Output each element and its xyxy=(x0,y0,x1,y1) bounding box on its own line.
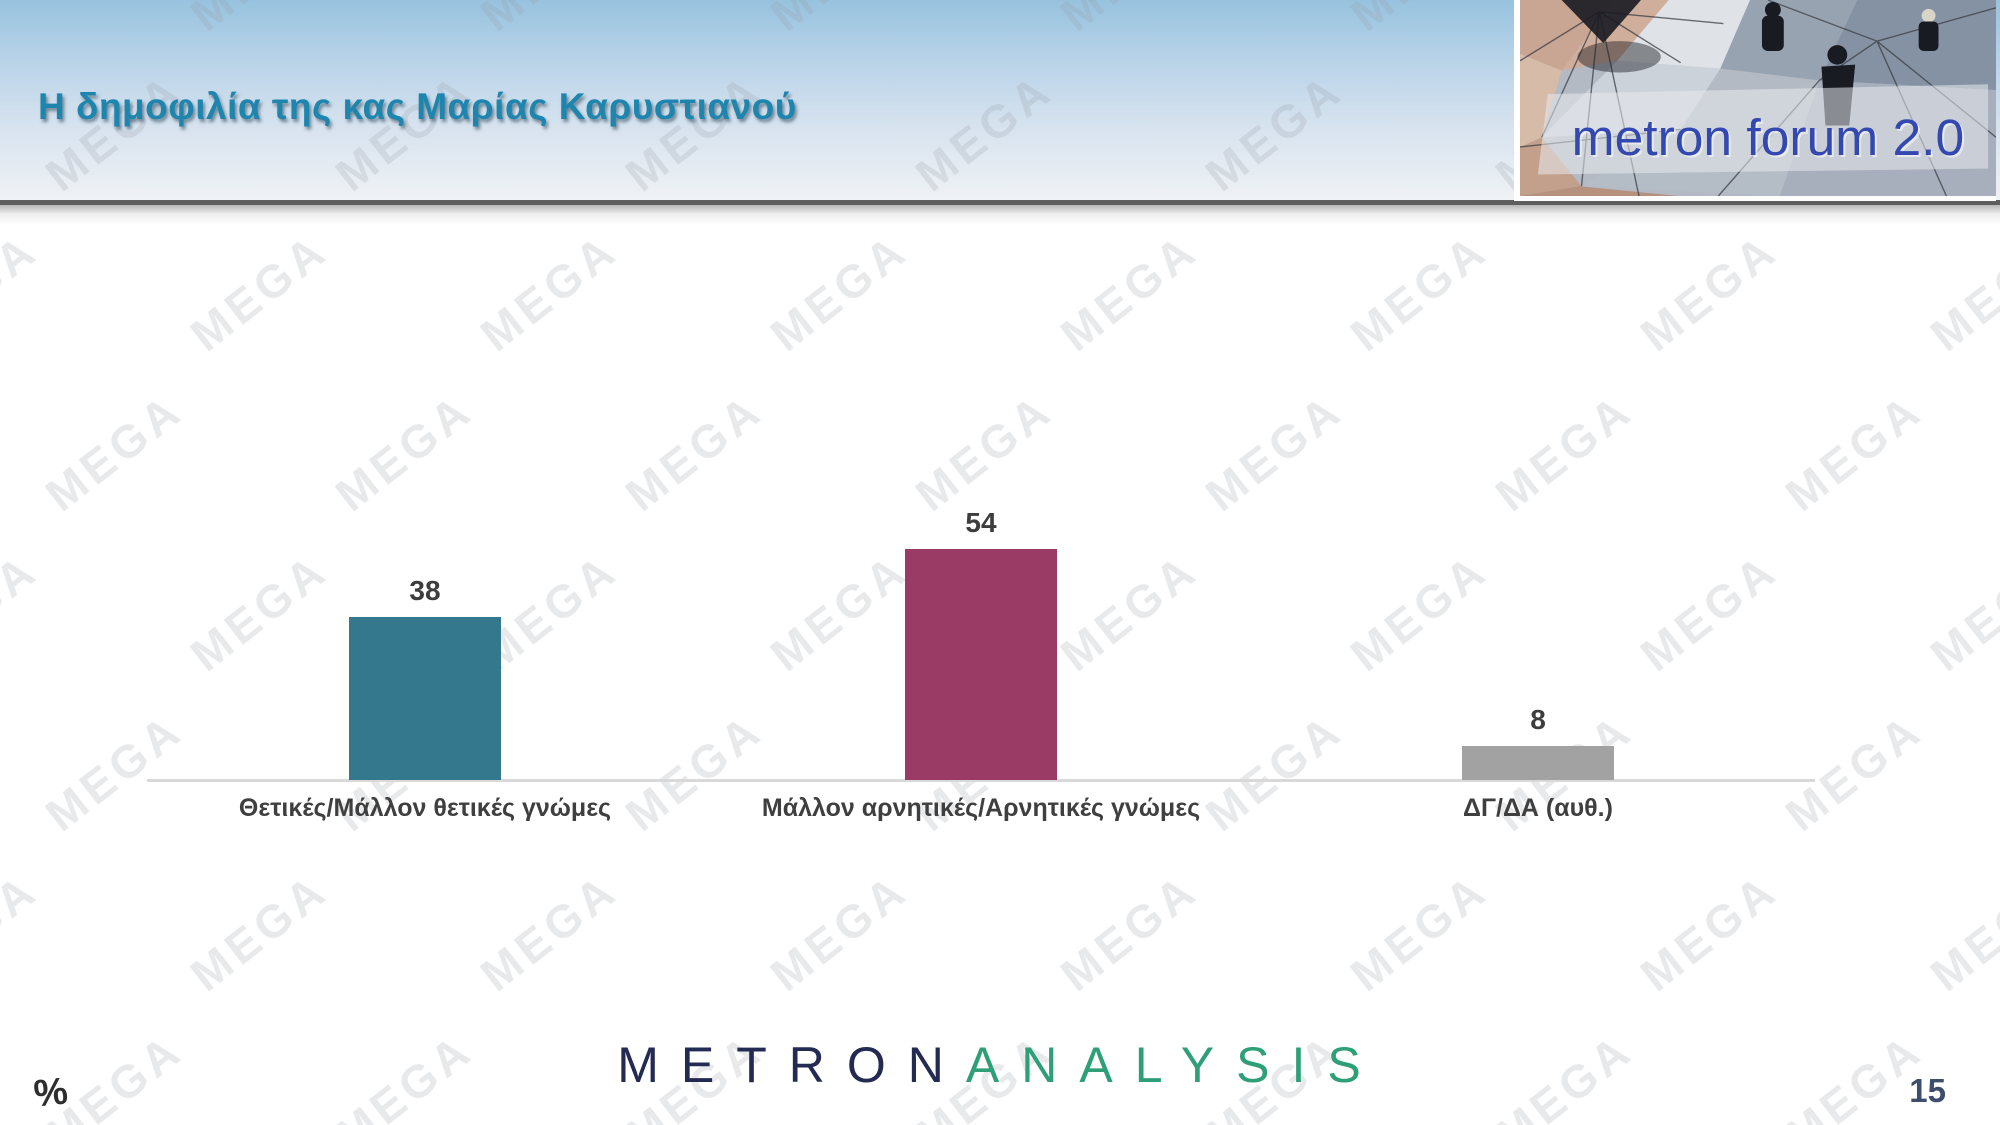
brand-analysis: ANALYSIS xyxy=(965,1037,1383,1093)
bar-value-label: 54 xyxy=(965,507,997,538)
bar-category-label: Μάλλον αρνητικές/Αρνητικές γνώμες xyxy=(761,794,1201,822)
bar-3 xyxy=(1462,746,1614,780)
metron-analysis-logo: METRONANALYSIS xyxy=(617,1036,1383,1094)
x-axis-line xyxy=(147,779,1815,782)
metron-forum-logo-text: metron forum 2.0 xyxy=(1572,109,1965,166)
bar-2 xyxy=(905,549,1057,780)
header-separator-line xyxy=(0,200,2000,205)
metron-forum-logo-image: metron forum 2.0 metron forum 2.0 xyxy=(1514,0,1996,201)
brand-metron: METRON xyxy=(617,1037,966,1093)
percent-unit-label: % xyxy=(31,1070,70,1116)
page-title: Η δημοφιλία της κας Μαρίας Καρυστιανού xyxy=(38,86,797,127)
bar-category-label: ΔΓ/ΔΑ (αυθ.) xyxy=(1463,794,1613,822)
bar-category-label: Θετικές/Μάλλον θετικές γνώμες xyxy=(238,794,612,822)
bar-value-label: 38 xyxy=(409,575,441,606)
header-separator-shadow xyxy=(0,205,2000,225)
bar-value-label: 8 xyxy=(1530,704,1546,735)
logo-text-glow: metron forum 2.0 xyxy=(1574,111,1967,168)
fractured-mirror-graphic: metron forum 2.0 metron forum 2.0 xyxy=(1520,0,1996,196)
page-number: 15 xyxy=(1909,1072,1946,1109)
bar-1 xyxy=(349,617,501,780)
